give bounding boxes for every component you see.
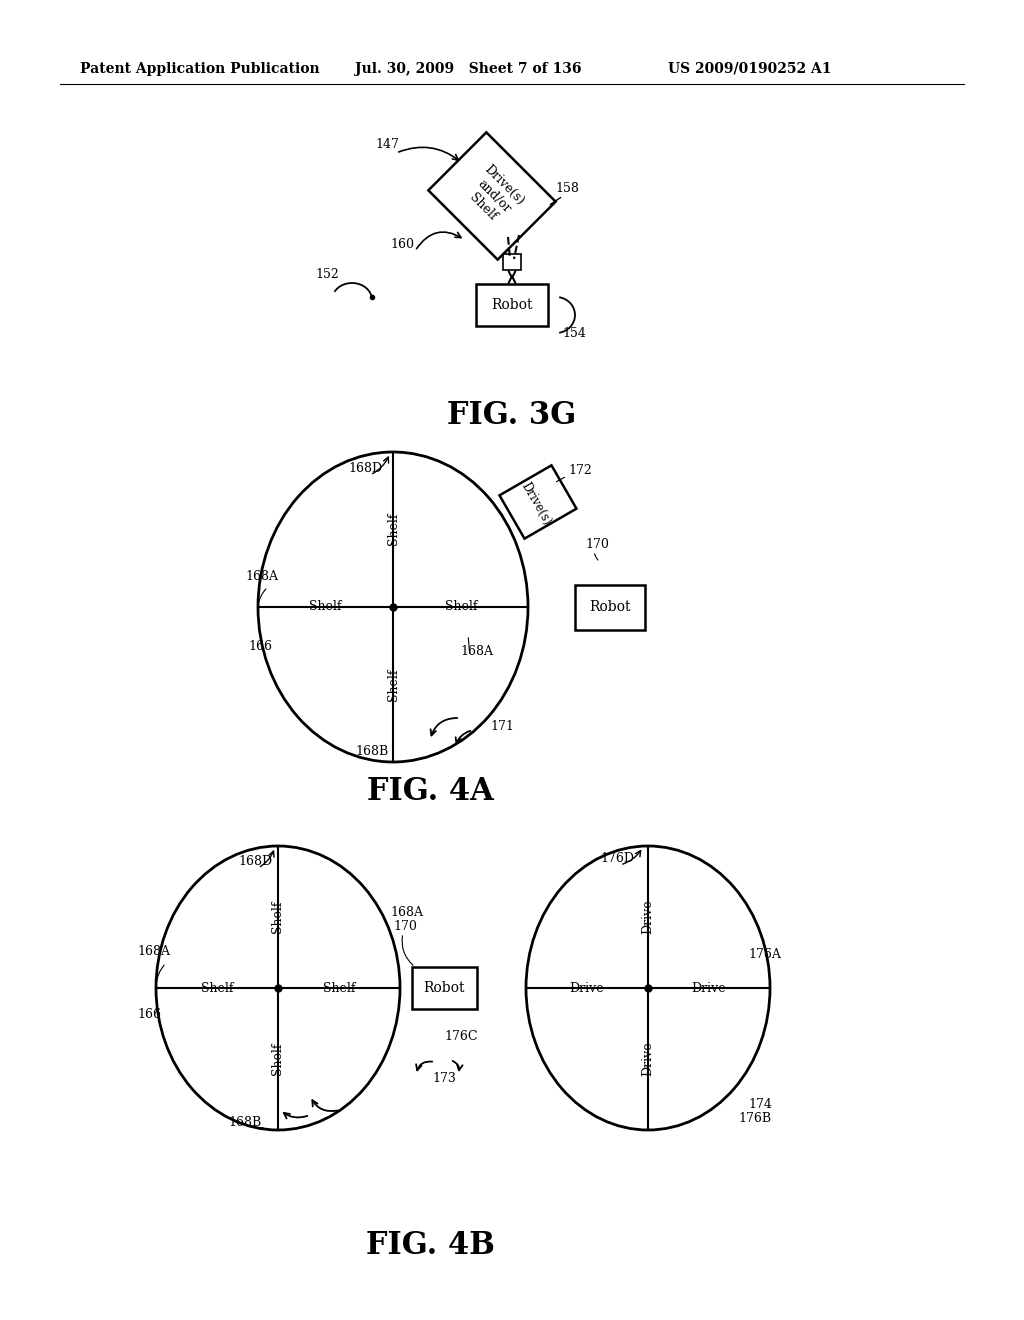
Text: 152: 152 [315,268,339,281]
Text: 166: 166 [248,640,272,653]
Text: Drive(s): Drive(s) [518,480,554,528]
Text: 168A: 168A [137,945,170,958]
Text: Patent Application Publication: Patent Application Publication [80,62,319,77]
Text: 170: 170 [585,539,609,550]
Text: 166: 166 [137,1008,161,1020]
Text: 170: 170 [393,920,417,933]
Text: 168A: 168A [245,570,278,583]
Text: 168A: 168A [460,645,493,657]
Text: 176D: 176D [600,851,634,865]
Text: 173: 173 [432,1072,456,1085]
Text: Drive(s)
and/or
Shelf: Drive(s) and/or Shelf [461,162,527,230]
Text: 174: 174 [748,1098,772,1111]
Text: 176B: 176B [738,1111,771,1125]
Text: 171: 171 [490,719,514,733]
Text: Shelf: Shelf [271,1043,285,1076]
Text: 168B: 168B [355,744,388,758]
Text: Robot: Robot [589,601,631,614]
Text: Drive: Drive [641,900,654,935]
Text: FIG. 3G: FIG. 3G [447,400,577,430]
Text: 147: 147 [375,139,399,150]
Text: FIG. 4B: FIG. 4B [366,1229,495,1261]
Text: 176A: 176A [748,948,781,961]
Text: 158: 158 [555,182,579,195]
Text: Shelf: Shelf [444,601,477,614]
Text: Shelf: Shelf [386,512,399,545]
Text: Drive: Drive [641,1041,654,1076]
Text: Jul. 30, 2009   Sheet 7 of 136: Jul. 30, 2009 Sheet 7 of 136 [355,62,582,77]
Text: Shelf: Shelf [323,982,355,994]
Text: 168A: 168A [390,906,423,919]
Text: Shelf: Shelf [386,669,399,701]
Text: 168D: 168D [348,462,382,475]
Text: Robot: Robot [492,298,532,312]
Text: Shelf: Shelf [271,900,285,933]
Text: Robot: Robot [423,981,465,995]
Text: 176C: 176C [444,1030,477,1043]
Text: 168B: 168B [228,1115,261,1129]
Text: 160: 160 [390,238,414,251]
Text: Drive: Drive [569,982,604,994]
Text: US 2009/0190252 A1: US 2009/0190252 A1 [668,62,831,77]
Text: FIG. 4A: FIG. 4A [367,776,494,808]
Text: 168D: 168D [238,855,272,869]
Text: 172: 172 [568,465,592,477]
Text: 154: 154 [562,327,586,341]
Text: Shelf: Shelf [201,982,233,994]
Text: Shelf: Shelf [309,601,341,614]
Text: Drive: Drive [691,982,726,994]
